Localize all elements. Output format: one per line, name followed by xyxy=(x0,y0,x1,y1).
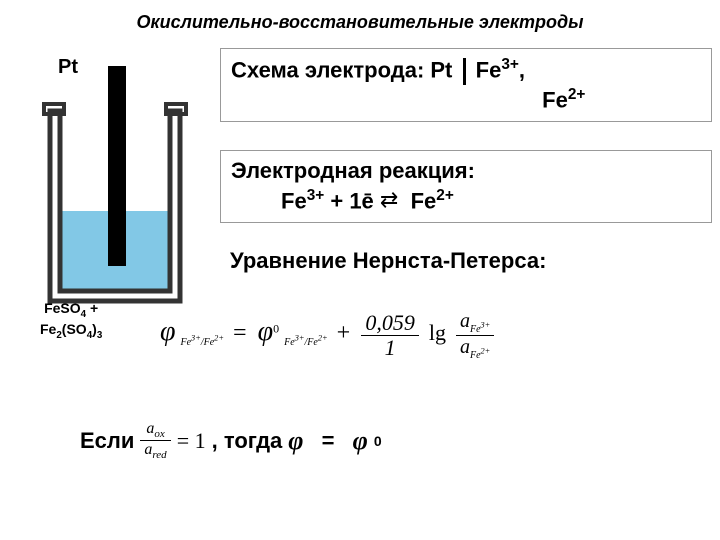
eq-couple-sub: Fe3+/Fe2+ xyxy=(181,337,227,348)
a2s2: 2+ xyxy=(481,347,491,356)
cbs: 2+ xyxy=(214,334,224,343)
cox: ox xyxy=(154,428,164,440)
reaction-lhs: Fe xyxy=(281,188,307,213)
eq-zero: 0 xyxy=(273,321,279,335)
electrode-rod xyxy=(108,66,126,266)
cb2: Fe xyxy=(307,337,318,348)
a1s: Fe3+ xyxy=(470,324,490,335)
scheme-prefix: Схема электрода: Pt xyxy=(231,57,452,82)
conditional-line: Если aox ared = 1 , тогда φ = φ0 xyxy=(80,420,382,462)
a2s: Fe2+ xyxy=(470,350,490,361)
eq-const-frac: 0,059 1 xyxy=(361,311,419,360)
cts: 3+ xyxy=(191,334,201,343)
sol-l2b: (SO xyxy=(62,321,87,337)
phase-boundary-bar xyxy=(463,58,466,84)
nernst-equation: φ Fe3+/Fe2+ = φ0 Fe3+/Fe2+ + 0,059 1 lg … xyxy=(160,310,494,361)
page-title: Окислительно-восстановительные электроды xyxy=(0,12,720,33)
cts2: 3+ xyxy=(295,334,305,343)
cond-if: Если xyxy=(80,428,134,454)
cond-zero: 0 xyxy=(374,433,382,449)
sol-l1: FeSO xyxy=(44,300,81,316)
a1s1: Fe xyxy=(470,324,481,335)
cred: red xyxy=(152,449,166,461)
cond-phi: φ xyxy=(288,426,303,456)
eq-plus: + xyxy=(335,320,351,346)
cond-then: , тогда xyxy=(212,428,283,454)
a2s1: Fe xyxy=(470,350,481,361)
eq-const-den: 1 xyxy=(361,336,419,360)
a2: a xyxy=(460,336,470,358)
reaction-plus: + 1ē xyxy=(324,188,380,213)
cond-den: ared xyxy=(140,441,170,461)
eq-a-den: aFe2+ xyxy=(456,336,494,361)
cond-frac: aox ared xyxy=(140,420,170,462)
eq-phi: φ xyxy=(160,316,176,347)
eq-phi0: φ xyxy=(258,316,274,347)
cond-num: aox xyxy=(140,420,170,441)
eq-lg: lg xyxy=(429,320,446,345)
eq-const-num: 0,059 xyxy=(361,311,419,336)
ct: Fe xyxy=(181,337,192,348)
reaction-lhs-sup: 3+ xyxy=(307,187,325,204)
reaction-title: Электродная реакция: xyxy=(231,157,701,186)
eq-a-num: aFe3+ xyxy=(456,310,494,336)
reaction-rhs: Fe xyxy=(411,188,437,213)
sol-l2-sub3: 3 xyxy=(97,329,102,340)
vessel-svg xyxy=(30,56,200,336)
cbs2: 2+ xyxy=(318,334,328,343)
eq-eq1: = xyxy=(231,320,247,346)
eq-activity-frac: aFe3+ aFe2+ xyxy=(456,310,494,361)
electrode-scheme-box: Схема электрода: Pt Fe3+, Fe2+ xyxy=(220,48,712,122)
scheme-sup2: 2+ xyxy=(568,86,586,103)
a1s2: 3+ xyxy=(481,321,491,330)
reaction-arrow: ⇄ xyxy=(380,187,398,212)
scheme-species2: Fe xyxy=(542,87,568,112)
cond-eq1: = 1 xyxy=(177,428,206,454)
a1: a xyxy=(460,310,470,332)
scheme-species1: Fe xyxy=(476,57,502,82)
reaction-line: Fe3+ + 1ē ⇄ Fe2+ xyxy=(231,186,701,216)
electrode-reaction-box: Электродная реакция: Fe3+ + 1ē ⇄ Fe2+ xyxy=(220,150,712,223)
cond-eq2: = xyxy=(322,428,335,454)
nernst-title: Уравнение Нернста-Петерса: xyxy=(230,248,546,274)
cond-phi0: φ xyxy=(353,426,368,456)
sol-plus: + xyxy=(86,300,98,316)
solution-label: FeSO4 + Fe2(SO4)3 xyxy=(40,300,102,341)
sol-l2a: Fe xyxy=(40,321,56,337)
scheme-comma: , xyxy=(519,57,525,82)
eq-couple-sub2: Fe3+/Fe2+ xyxy=(284,337,330,348)
ct2: Fe xyxy=(284,337,295,348)
electrode-diagram xyxy=(30,56,200,336)
scheme-sup1: 3+ xyxy=(501,56,519,73)
reaction-rhs-sup: 2+ xyxy=(436,187,454,204)
cb: Fe xyxy=(204,337,215,348)
